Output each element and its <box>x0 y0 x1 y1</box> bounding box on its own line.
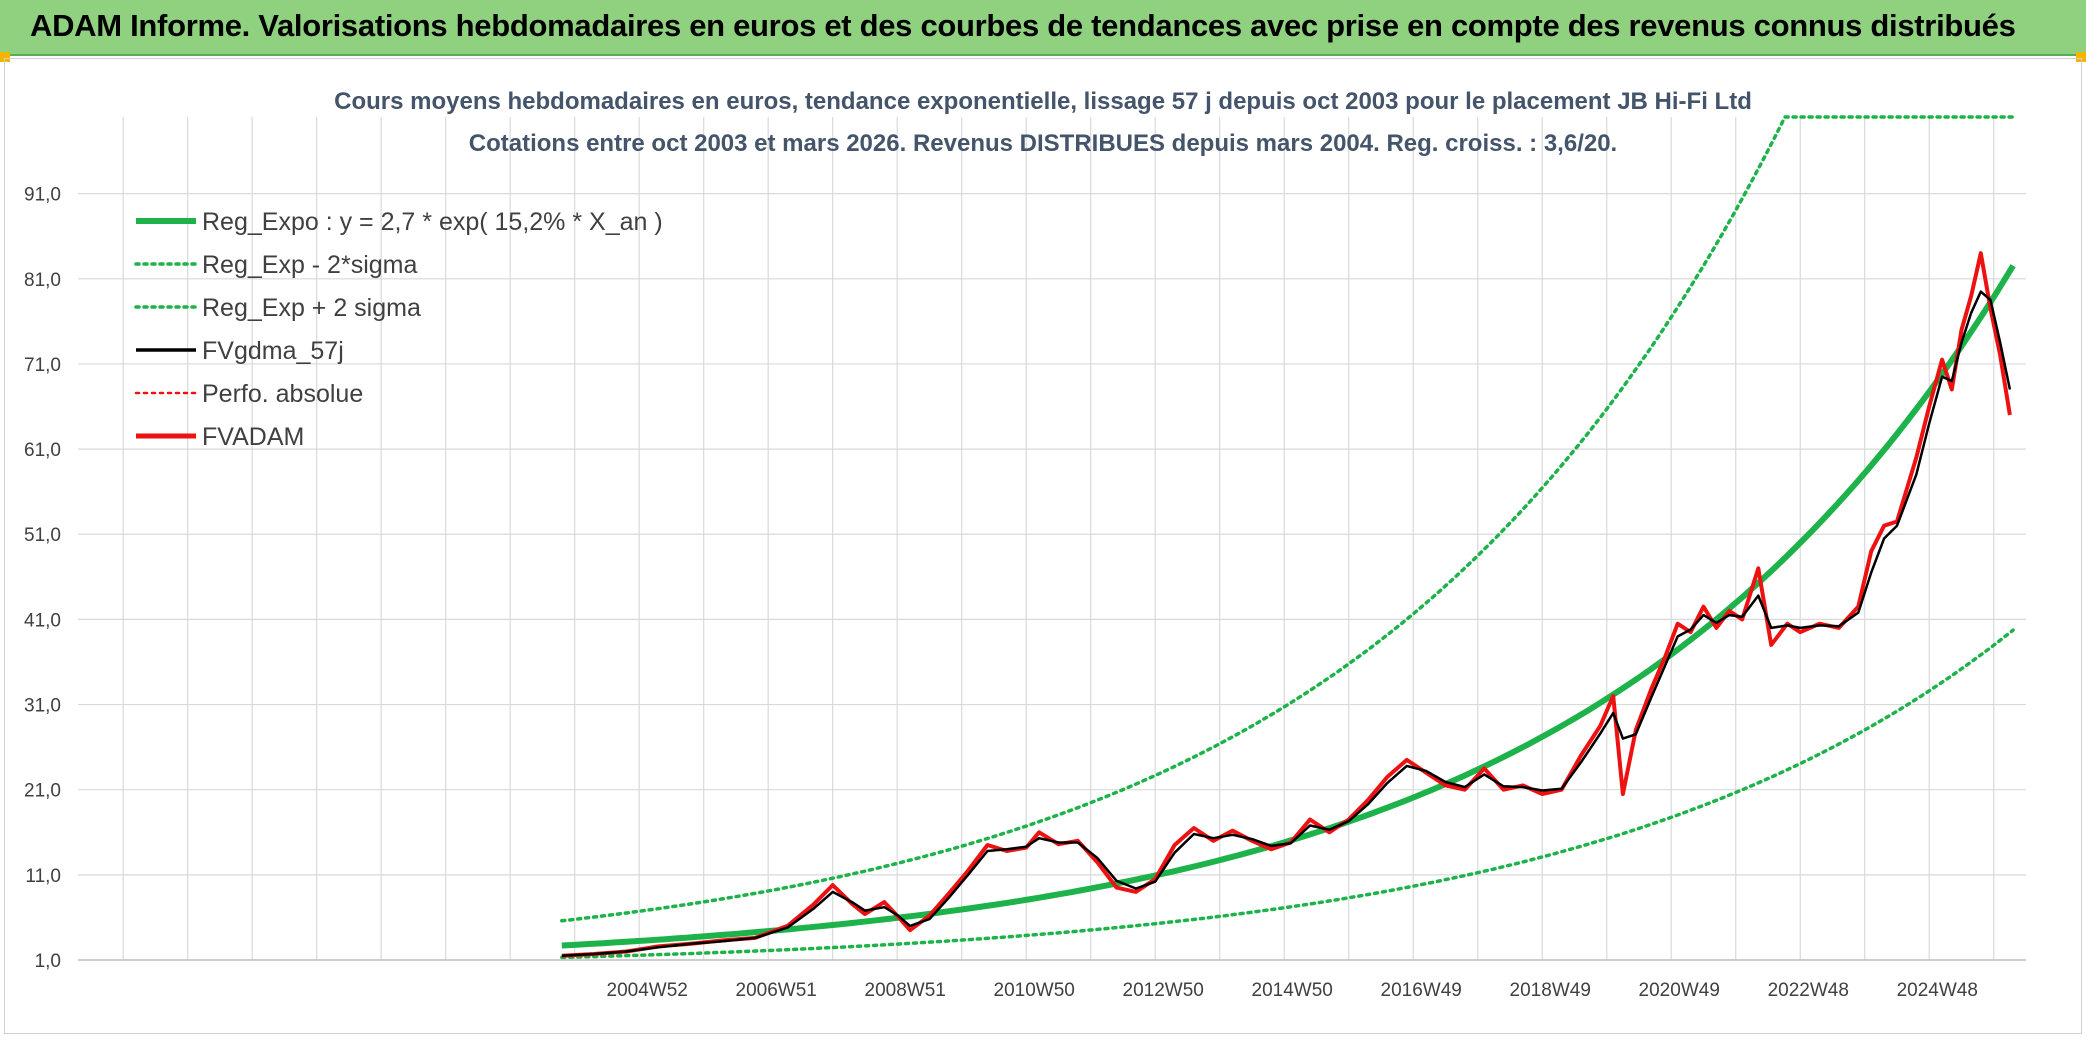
series-fvadam <box>561 251 2012 958</box>
chart-title: Cours moyens hebdomadaires en euros, ten… <box>334 88 1752 157</box>
series-reg-exp-minus-2sigma <box>560 628 2015 960</box>
axis-layer: 1,0 11,0 21,0 31,0 41,0 51,0 61,0 71,0 81,0 91,0 2… <box>24 185 2026 1001</box>
x-tick-label: 2010W50 <box>994 980 1075 1001</box>
x-tick-label: 2004W52 <box>607 980 688 1001</box>
series-reg-expo <box>561 264 2016 949</box>
y-tick-label: 11,0 <box>25 866 61 887</box>
y-tick-label: 21,0 <box>24 781 61 802</box>
series-fvgdma-57j <box>561 290 2012 957</box>
x-tick-label: 2018W49 <box>1510 980 1591 1001</box>
report-title: ADAM Informe. Valorisations hebdomadaire… <box>30 8 2016 43</box>
chart-title-line-1: Cours moyens hebdomadaires en euros, ten… <box>334 88 1752 115</box>
chart-title-line-2: Cotations entre oct 2003 et mars 2026. R… <box>469 130 1617 157</box>
legend-label-fvadam: FVADAM <box>202 423 304 451</box>
corner-marker-right <box>2076 52 2086 62</box>
x-tick-label: 2022W48 <box>1768 980 1849 1001</box>
y-tick-label: 41,0 <box>24 610 61 631</box>
y-tick-label: 1,0 <box>35 951 61 972</box>
report-banner: ADAM Informe. Valorisations hebdomadaire… <box>0 0 2086 56</box>
x-tick-label: 2016W49 <box>1381 980 1462 1001</box>
x-tick-label: 2006W51 <box>736 980 817 1001</box>
y-tick-label: 61,0 <box>24 440 61 461</box>
legend-label-fvgdma: FVgdma_57j <box>202 337 344 365</box>
legend-label-reg_expo: Reg_Expo : y = 2,7 * exp( 15,2% * X_an ) <box>202 208 663 236</box>
chart-frame <box>4 58 2082 1034</box>
y-tick-label: 31,0 <box>24 696 61 717</box>
x-tick-label: 2014W50 <box>1252 980 1333 1001</box>
y-tick-label: 91,0 <box>24 185 61 206</box>
x-tick-label: 2012W50 <box>1123 980 1204 1001</box>
x-tick-label: 2020W49 <box>1639 980 1720 1001</box>
y-tick-label: 51,0 <box>24 525 61 546</box>
x-tick-label: 2024W48 <box>1897 980 1978 1001</box>
x-tick-label: 2008W51 <box>865 980 946 1001</box>
series-layer <box>560 115 2016 960</box>
legend: Reg_Expo : y = 2,7 * exp( 15,2% * X_an )… <box>134 208 663 451</box>
legend-label-reg_minus: Reg_Exp - 2*sigma <box>202 251 417 279</box>
legend-label-perfo: Perfo. absolue <box>202 380 363 408</box>
y-tick-label: 81,0 <box>24 270 61 291</box>
legend-label-reg_plus: Reg_Exp + 2 sigma <box>202 294 421 322</box>
y-tick-label: 71,0 <box>24 355 61 376</box>
grid-layer <box>78 117 2026 961</box>
corner-marker-left <box>0 52 10 62</box>
series-reg-exp-plus-2sigma <box>560 115 2015 923</box>
